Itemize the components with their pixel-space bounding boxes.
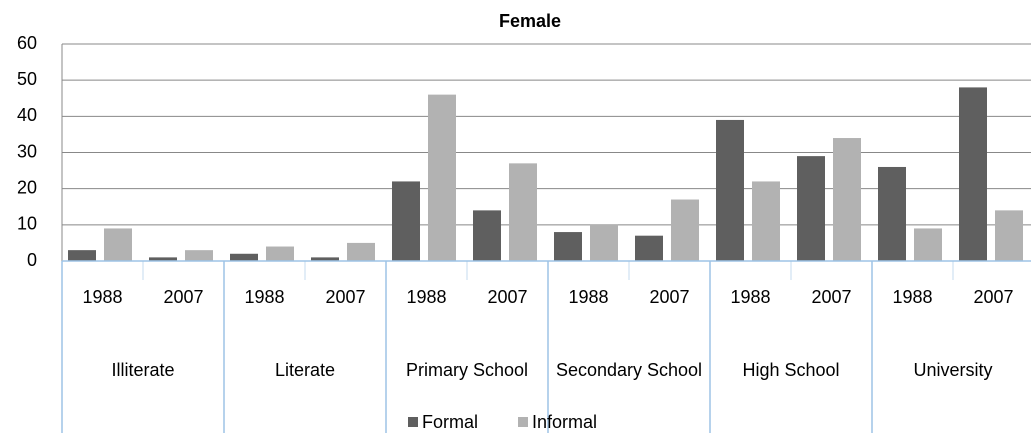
x-tick-label: 2007 [163,287,203,307]
y-tick-label: 60 [17,33,37,53]
bar [149,257,177,261]
bar [878,166,906,261]
group-label: Illiterate [111,360,175,380]
bar [833,138,861,261]
legend-swatch [518,417,528,427]
bar [959,87,987,262]
chart-title: Female [499,11,561,31]
bar [671,199,699,261]
bar [752,181,780,261]
bar [68,250,96,261]
x-tick-label: 2007 [487,287,527,307]
bar [509,163,537,261]
bar [185,250,213,261]
bar [311,257,339,261]
x-tick-label: 1988 [892,287,932,307]
legend-label: Formal [422,412,478,432]
bar [554,232,582,261]
bar [104,228,132,261]
y-tick-label: 30 [17,141,37,161]
bar [230,253,258,261]
bar [716,119,744,261]
x-tick-label: 1988 [406,287,446,307]
y-tick-label: 50 [17,69,37,89]
bar [392,181,420,261]
bar [995,210,1023,261]
x-tick-label: 1988 [82,287,122,307]
x-tick-label: 2007 [649,287,689,307]
bar [635,235,663,261]
bar [347,242,375,261]
x-tick-label: 2007 [811,287,851,307]
y-tick-label: 0 [27,250,37,270]
bar [473,210,501,261]
legend-swatch [408,417,418,427]
x-tick-label: 1988 [568,287,608,307]
bar [590,224,618,261]
x-tick-label: 1988 [730,287,770,307]
group-label: Primary School [405,360,529,380]
group-label: Literate [274,360,336,380]
y-tick-label: 10 [17,214,37,234]
legend-label: Informal [532,412,597,432]
y-tick-label: 40 [17,105,37,125]
bar [914,228,942,261]
y-tick-label: 20 [17,177,37,197]
group-label: High School [742,360,840,380]
x-tick-label: 1988 [244,287,284,307]
x-tick-label: 2007 [325,287,365,307]
bar [266,246,294,261]
group-label: Secondary School [555,360,703,380]
group-label: University [913,360,993,380]
bar [428,94,456,261]
bar [797,156,825,261]
x-tick-label: 2007 [973,287,1013,307]
